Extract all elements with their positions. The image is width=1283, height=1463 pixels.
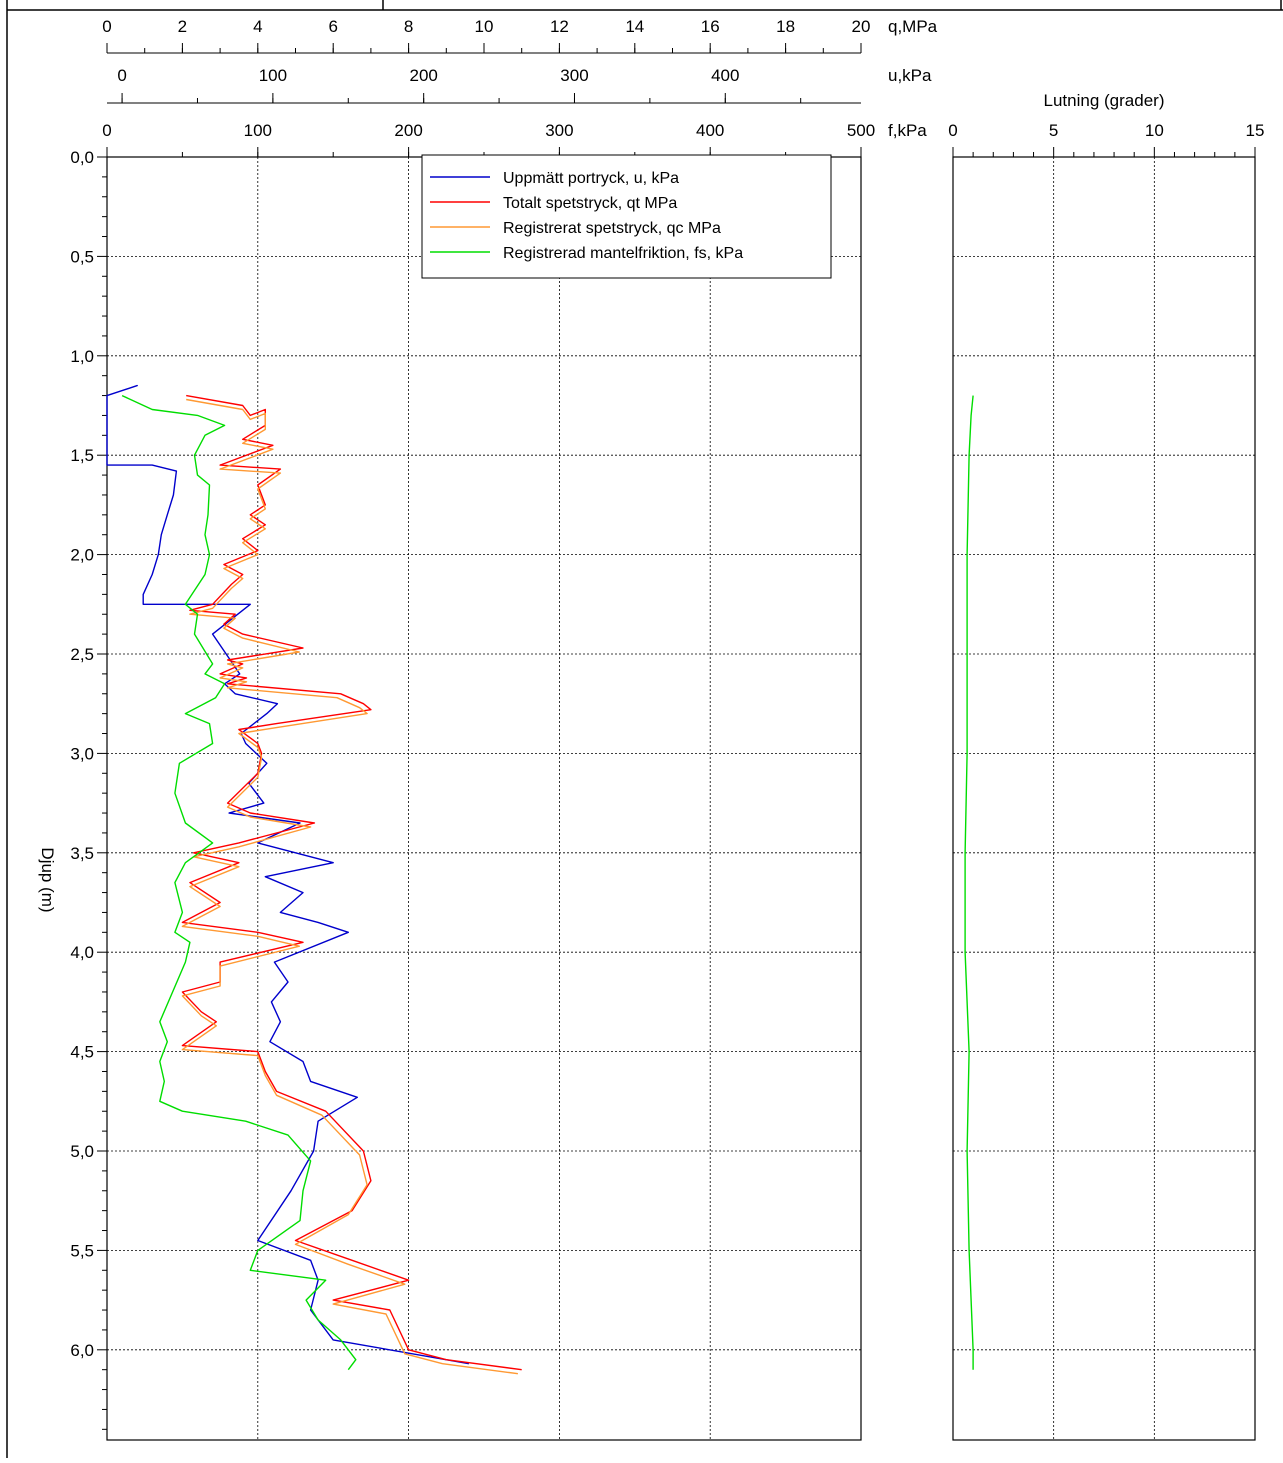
axis-tick-label: 6 <box>328 17 337 36</box>
lutning-series-line <box>964 395 974 1370</box>
axis-tick-label: 2 <box>178 17 187 36</box>
axis-tick-label: 100 <box>259 66 287 85</box>
legend-entry-0: Uppmätt portryck, u, kPa <box>503 170 679 187</box>
lutning-title: Lutning (grader) <box>1044 91 1165 110</box>
plot-frames <box>106 156 1256 1441</box>
depth-tick-label: 2,5 <box>70 645 94 664</box>
axis-tick-label: 18 <box>776 17 795 36</box>
right-plot-frame <box>952 156 1256 1441</box>
legend-entry-3: Registrerad mantelfriktion, fs, kPa <box>503 245 743 262</box>
lutning-tick-label: 0 <box>948 121 957 140</box>
depth-tick-label: 4,5 <box>70 1043 94 1062</box>
axis-tick-label: 300 <box>545 121 573 140</box>
axis-tick-label: 0 <box>117 66 126 85</box>
axis-tick-label: 100 <box>244 121 272 140</box>
axis-tick-label: 16 <box>701 17 720 36</box>
series-line-u-0 <box>106 384 470 1365</box>
axis-tick-label: 200 <box>394 121 422 140</box>
axis-tick-label: 4 <box>253 17 262 36</box>
main-plot-frame <box>106 156 862 1441</box>
depth-tick-label: 5,5 <box>70 1241 94 1260</box>
depth-tick-label: 6,0 <box>70 1341 94 1360</box>
axis-tick-label: 200 <box>409 66 437 85</box>
axis-tick-label: 500 <box>847 121 875 140</box>
axis-tick-label: 400 <box>696 121 724 140</box>
axis-unit-label: u,kPa <box>888 66 932 85</box>
axis-unit-label: q,MPa <box>888 17 938 36</box>
legend-entry-1: Totalt spetstryck, qt MPa <box>503 195 677 212</box>
legend-box <box>421 154 832 279</box>
axis-tick-label: 0 <box>102 121 111 140</box>
depth-tick-label: 3,5 <box>70 844 94 863</box>
axis-unit-label: f,kPa <box>888 121 927 140</box>
page-frame <box>6 0 1283 1458</box>
legend-entry-2: Registrerat spetstryck, qc MPa <box>503 220 721 237</box>
depth-axis: 0,0 0,5 1,0 1,5 2,0 2,5 3,0 3,5 4,0 4,5 5,0 5,5 6,0 D… <box>38 148 107 1430</box>
axis-tick-label: 400 <box>711 66 739 85</box>
series-line-f-3 <box>121 394 357 1371</box>
series-line-q-1 <box>181 394 522 1371</box>
depth-tick-label: 1,0 <box>70 347 94 366</box>
axis-tick-label: 8 <box>404 17 413 36</box>
depth-tick-label: 3,0 <box>70 744 94 763</box>
lutning-tick-label: 15 <box>1246 121 1265 140</box>
legend: Uppmätt portryck, u, kPa Totalt spetstryc… <box>421 154 832 279</box>
data-series <box>106 384 522 1375</box>
depth-tick-label: 0,5 <box>70 247 94 266</box>
axis-tick-label: 20 <box>852 17 871 36</box>
axis-tick-label: 12 <box>550 17 569 36</box>
depth-tick-label: 1,5 <box>70 446 94 465</box>
axis-tick-label: 14 <box>625 17 644 36</box>
depth-tick-label: 0,0 <box>70 148 94 167</box>
lutning-panel: 0 5 10 15 Lutning (grader) <box>948 91 1264 1370</box>
lutning-tick-label: 5 <box>1049 121 1058 140</box>
axis-tick-label: 10 <box>475 17 494 36</box>
depth-tick-label: 2,0 <box>70 546 94 565</box>
axis-tick-label: 300 <box>560 66 588 85</box>
depth-axis-label: Djup (m) <box>38 847 57 912</box>
grid-lines <box>107 157 1255 1440</box>
top-axes: 0 2 4 6 8 10 12 14 16 18 20 q,MPa 0 100 200 300 400 u,kPa… <box>102 17 938 157</box>
series-line-q-2 <box>181 398 518 1375</box>
lutning-tick-label: 10 <box>1145 121 1164 140</box>
depth-tick-label: 5,0 <box>70 1142 94 1161</box>
depth-tick-label: 4,0 <box>70 943 94 962</box>
axis-tick-label: 0 <box>102 17 111 36</box>
